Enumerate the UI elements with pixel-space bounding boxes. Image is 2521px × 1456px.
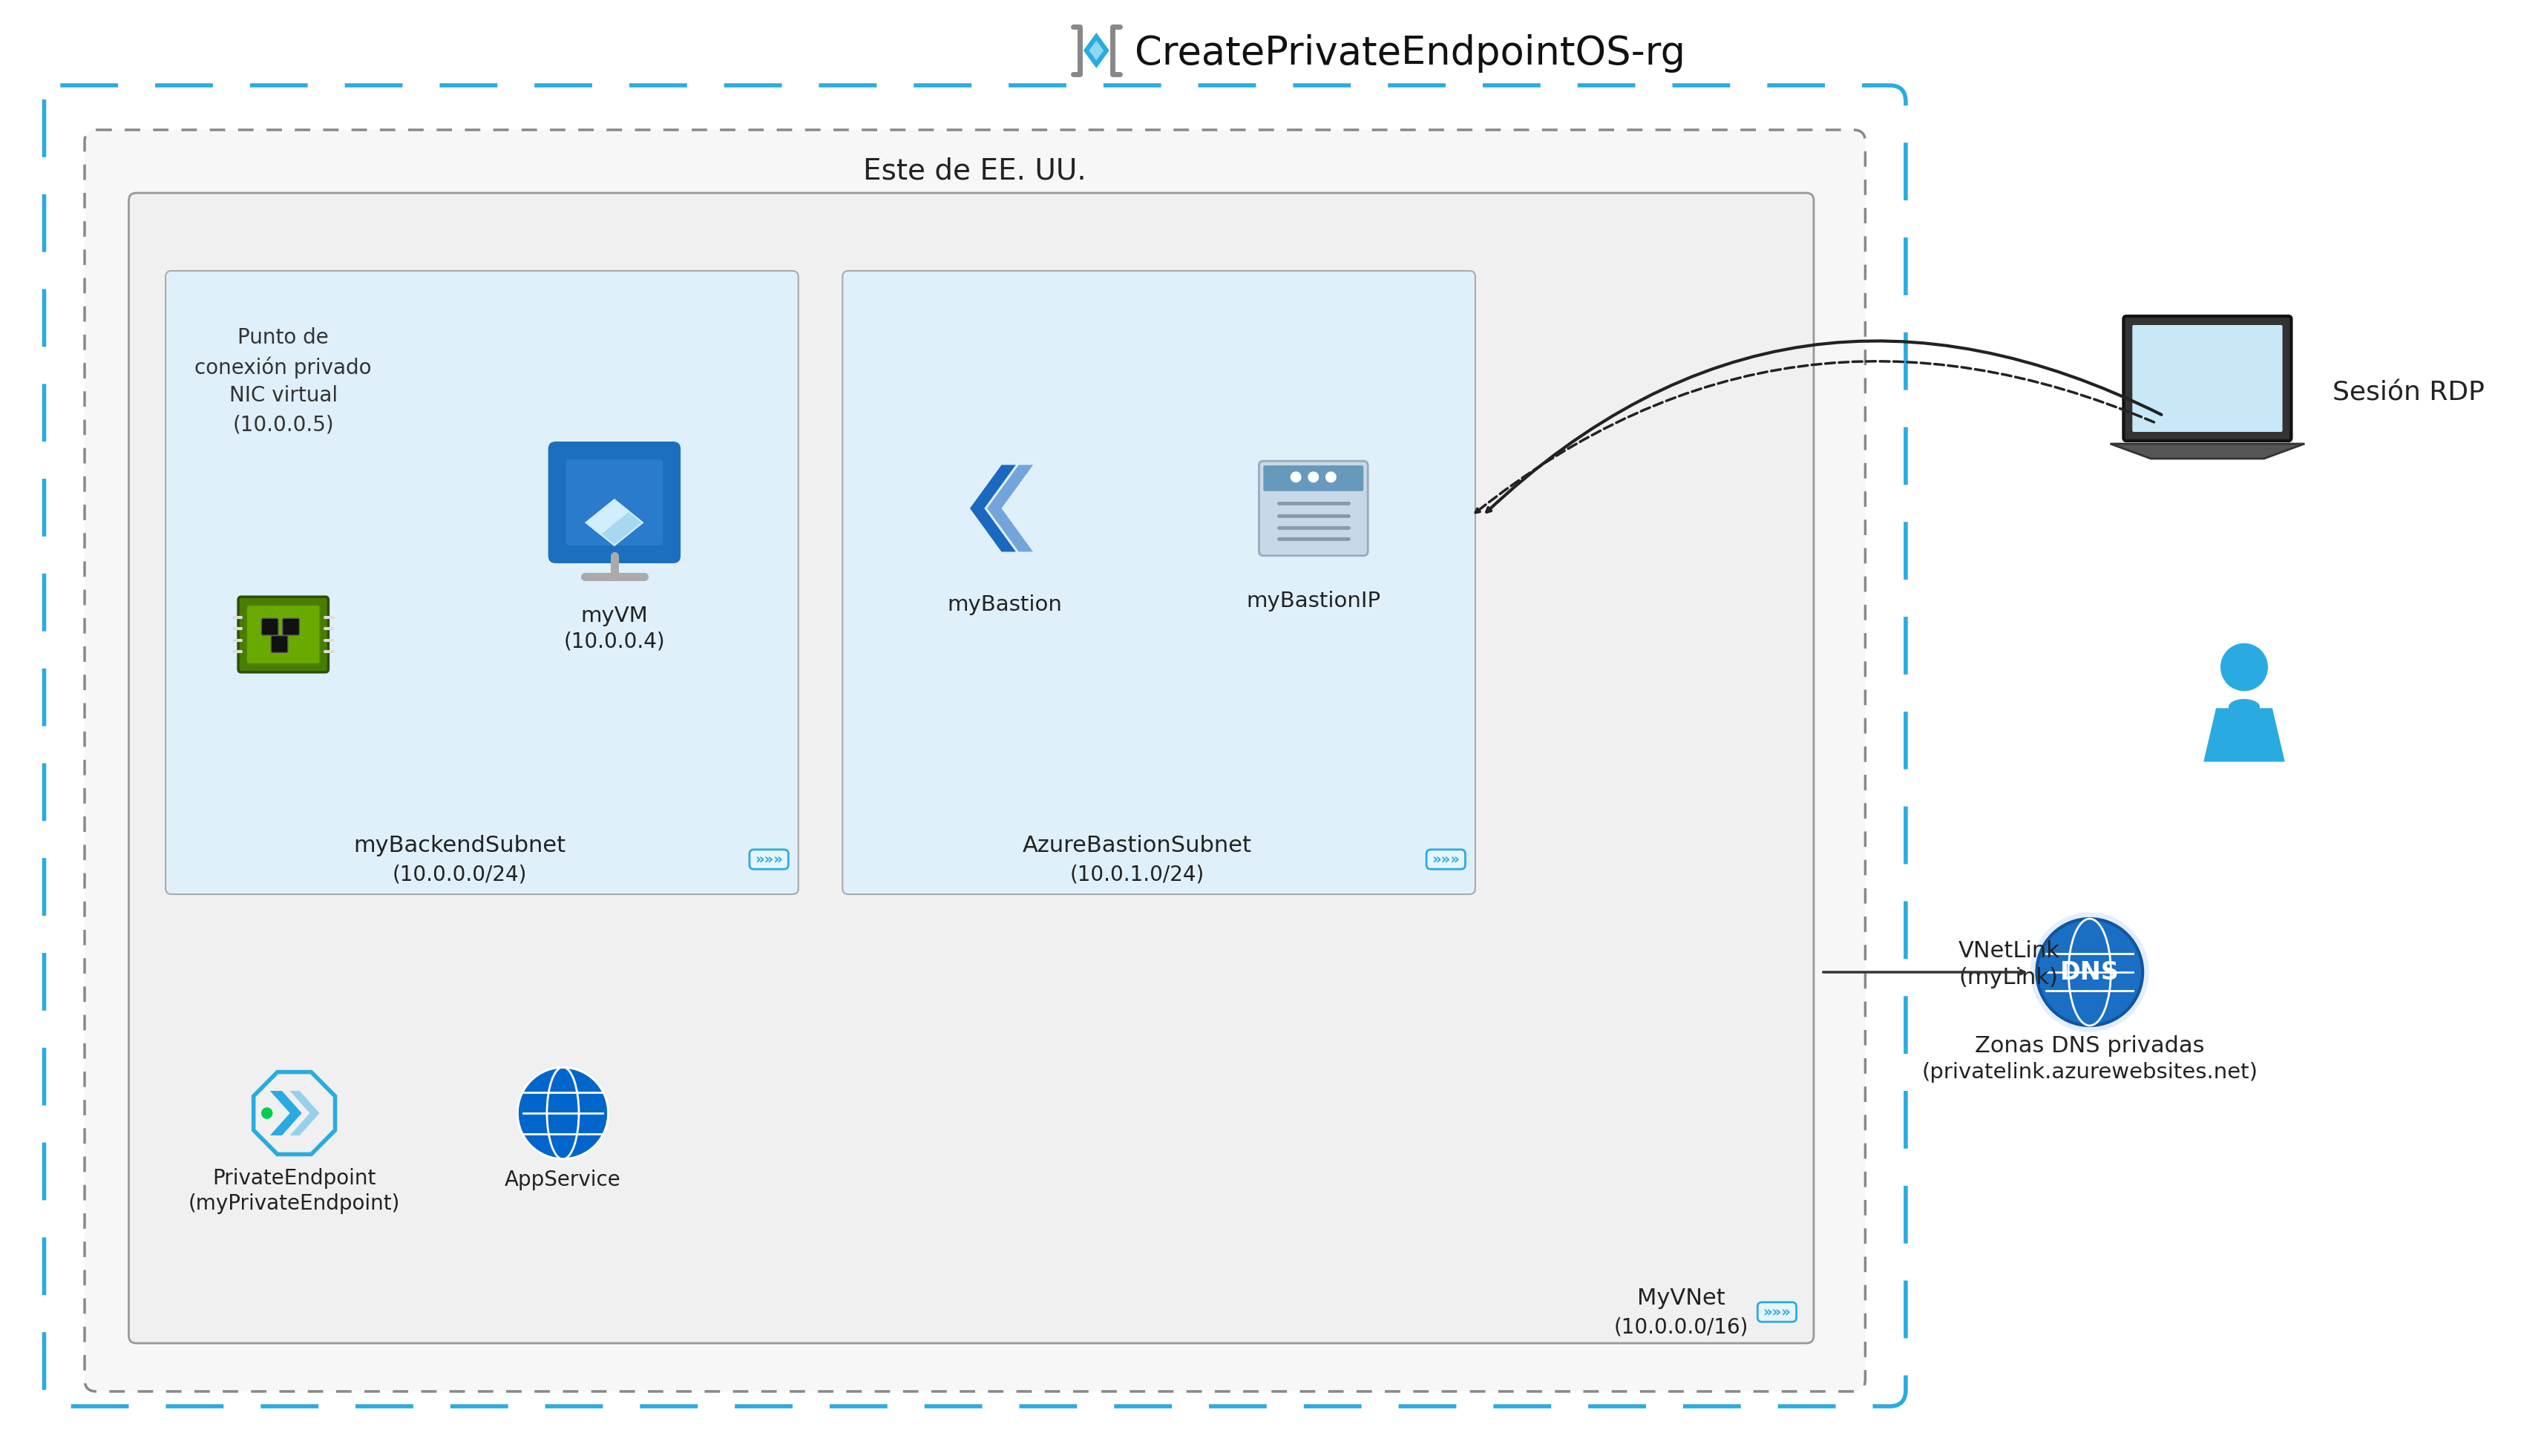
Circle shape <box>2221 644 2269 692</box>
Text: PrivateEndpoint: PrivateEndpoint <box>212 1168 376 1190</box>
Ellipse shape <box>2229 699 2259 715</box>
Polygon shape <box>988 464 1034 552</box>
FancyBboxPatch shape <box>1263 466 1364 491</box>
Text: AppService: AppService <box>504 1169 620 1191</box>
Circle shape <box>1308 472 1318 482</box>
Circle shape <box>517 1067 608 1159</box>
FancyBboxPatch shape <box>842 271 1475 894</box>
Circle shape <box>2029 913 2148 1032</box>
FancyBboxPatch shape <box>565 459 663 546</box>
Text: DNS: DNS <box>2060 960 2120 984</box>
Circle shape <box>1326 472 1336 482</box>
FancyBboxPatch shape <box>247 606 320 664</box>
FancyBboxPatch shape <box>166 271 799 894</box>
Polygon shape <box>2110 444 2304 459</box>
Text: myBastionIP: myBastionIP <box>1245 591 1382 612</box>
Polygon shape <box>290 1091 320 1136</box>
FancyBboxPatch shape <box>1258 462 1369 556</box>
Text: Este de EE. UU.: Este de EE. UU. <box>862 157 1087 185</box>
Circle shape <box>2037 919 2143 1025</box>
FancyBboxPatch shape <box>1757 1302 1797 1322</box>
Polygon shape <box>587 499 628 534</box>
Text: conexión privado: conexión privado <box>194 357 371 379</box>
Text: (10.0.0.4): (10.0.0.4) <box>565 632 666 652</box>
FancyBboxPatch shape <box>547 441 681 563</box>
Polygon shape <box>587 499 643 546</box>
Text: CreatePrivateEndpointOS-rg: CreatePrivateEndpointOS-rg <box>1134 33 1684 73</box>
FancyBboxPatch shape <box>282 619 300 635</box>
Polygon shape <box>270 1091 303 1136</box>
Text: (10.0.0.0/16): (10.0.0.0/16) <box>1613 1316 1750 1337</box>
Text: myBackendSubnet: myBackendSubnet <box>353 836 567 856</box>
Polygon shape <box>1084 32 1109 68</box>
Circle shape <box>1291 472 1301 482</box>
Text: myVM: myVM <box>580 606 648 626</box>
Text: AzureBastionSubnet: AzureBastionSubnet <box>1021 836 1250 856</box>
Text: »»»: »»» <box>1762 1305 1790 1319</box>
Text: NIC virtual: NIC virtual <box>229 386 338 406</box>
Polygon shape <box>2203 708 2284 761</box>
FancyBboxPatch shape <box>2133 325 2282 432</box>
Text: Zonas DNS privadas: Zonas DNS privadas <box>1974 1035 2203 1057</box>
FancyBboxPatch shape <box>749 849 789 869</box>
Text: myBastion: myBastion <box>948 594 1061 616</box>
FancyBboxPatch shape <box>272 636 287 652</box>
FancyBboxPatch shape <box>239 597 328 673</box>
FancyBboxPatch shape <box>262 619 277 635</box>
Text: (10.0.1.0/24): (10.0.1.0/24) <box>1069 863 1205 885</box>
Text: (myLink): (myLink) <box>1959 967 2060 989</box>
Text: (myPrivateEndpoint): (myPrivateEndpoint) <box>189 1194 401 1214</box>
Text: »»»: »»» <box>754 852 784 866</box>
Circle shape <box>262 1108 272 1120</box>
Text: (10.0.0.5): (10.0.0.5) <box>232 415 333 435</box>
Polygon shape <box>1089 41 1104 61</box>
FancyBboxPatch shape <box>86 130 1866 1392</box>
FancyBboxPatch shape <box>1427 849 1465 869</box>
Text: (privatelink.azurewebsites.net): (privatelink.azurewebsites.net) <box>1921 1061 2259 1083</box>
Text: (10.0.0.0/24): (10.0.0.0/24) <box>393 863 527 885</box>
Text: »»»: »»» <box>1432 852 1460 866</box>
FancyBboxPatch shape <box>2123 316 2292 441</box>
FancyBboxPatch shape <box>129 194 1813 1344</box>
Text: Sesión RDP: Sesión RDP <box>2332 380 2486 406</box>
Text: Punto de: Punto de <box>237 328 328 348</box>
Text: VNetLink: VNetLink <box>1959 941 2060 962</box>
Polygon shape <box>971 464 1016 552</box>
Text: MyVNet: MyVNet <box>1636 1289 1724 1309</box>
